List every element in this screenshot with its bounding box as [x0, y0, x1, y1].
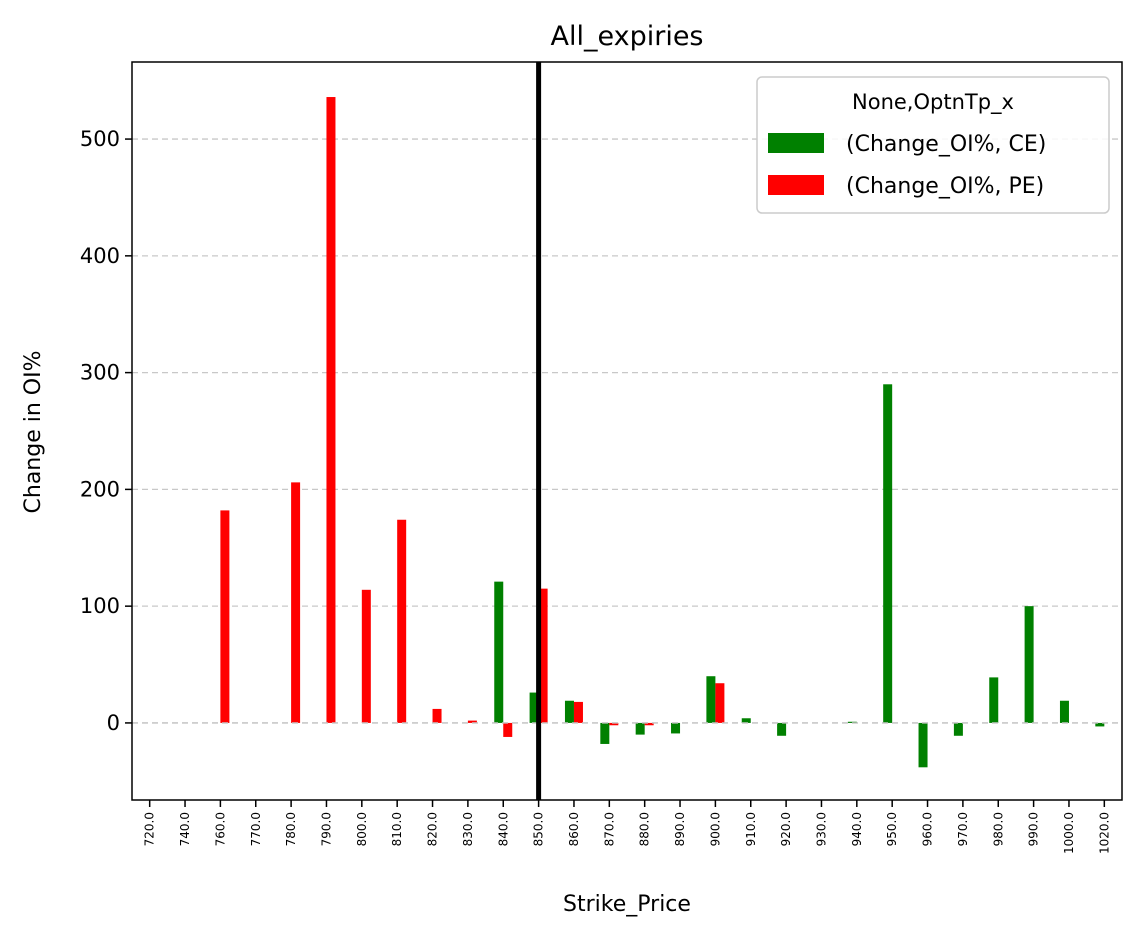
- chart-title: All_expiries: [550, 21, 703, 52]
- legend-label-ce: (Change_OI%, CE): [846, 132, 1046, 157]
- bar-pe: [715, 683, 725, 723]
- x-tick-label: 900.0: [708, 812, 722, 846]
- bar-pe: [538, 588, 548, 723]
- bar-pe: [644, 722, 654, 726]
- x-tick-label: 980.0: [991, 812, 1005, 846]
- bar-pe: [609, 722, 619, 726]
- x-tick-label: 790.0: [319, 812, 333, 846]
- x-tick-label: 860.0: [567, 812, 581, 846]
- bar-pe: [291, 482, 301, 723]
- legend: None,OptnTp_x (Change_OI%, CE) (Change_O…: [756, 76, 1110, 214]
- x-tick-label: 1020.0: [1097, 812, 1111, 854]
- x-tick-label: 810.0: [390, 812, 404, 846]
- x-tick-label: 840.0: [496, 812, 510, 846]
- bar-ce: [953, 722, 963, 736]
- x-tick-label: 880.0: [638, 812, 652, 846]
- x-tick-label: 890.0: [673, 812, 687, 846]
- bar-pe: [326, 97, 336, 723]
- legend-swatch-pe: [768, 175, 824, 195]
- x-tick-label: 990.0: [1027, 812, 1041, 846]
- x-tick-label: 950.0: [885, 812, 899, 846]
- bars: [132, 97, 1122, 768]
- x-tick-label: 720.0: [143, 812, 157, 846]
- bar-pe: [220, 510, 230, 723]
- x-tick-label: 740.0: [178, 812, 192, 846]
- y-tick-label: 0: [107, 711, 120, 735]
- bar-ce: [529, 692, 539, 723]
- bar-ce: [1095, 722, 1105, 727]
- x-tick-label: 820.0: [426, 812, 440, 846]
- bar-pe: [361, 589, 371, 723]
- bar-ce: [564, 700, 574, 723]
- x-tick-label: 910.0: [744, 812, 758, 846]
- bar-ce: [494, 581, 504, 723]
- grid-lines: [132, 138, 1122, 724]
- y-tick-label: 300: [80, 361, 120, 385]
- bar-ce: [741, 718, 751, 723]
- x-tick-label: 1000.0: [1062, 812, 1076, 854]
- x-tick-label: 920.0: [779, 812, 793, 846]
- x-tick-label: 970.0: [956, 812, 970, 846]
- x-tick-label: 760.0: [213, 812, 227, 846]
- bar-ce: [777, 722, 787, 736]
- x-tick-label: 800.0: [355, 812, 369, 846]
- x-tick-label: 940.0: [850, 812, 864, 846]
- bar-pe: [573, 701, 583, 723]
- legend-swatch-ce: [768, 133, 824, 153]
- y-axis-title: Change in OI%: [21, 351, 46, 514]
- legend-box: [756, 76, 1110, 214]
- legend-title: None,OptnTp_x: [852, 90, 1014, 115]
- bar-ce: [671, 722, 681, 734]
- bar-ce: [918, 722, 928, 768]
- y-tick-label: 200: [80, 477, 120, 501]
- x-tick-label: 780.0: [284, 812, 298, 846]
- bar-pe: [467, 720, 477, 723]
- bar-pe: [503, 722, 513, 737]
- x-tick-label: 870.0: [602, 812, 616, 846]
- x-tick-label: 830.0: [461, 812, 475, 846]
- bar-ce: [989, 677, 999, 723]
- x-tick-label: 850.0: [532, 812, 546, 846]
- x-tick-label: 960.0: [921, 812, 935, 846]
- plot-frame: [131, 61, 1123, 801]
- bar-ce: [706, 676, 716, 723]
- bar-pe: [432, 708, 442, 723]
- bar-ce: [1059, 700, 1069, 723]
- bar-ce: [635, 722, 645, 735]
- legend-label-pe: (Change_OI%, PE): [846, 174, 1044, 199]
- bar-ce: [883, 384, 893, 723]
- y-axis: 0 100 200 300 400 500: [80, 127, 132, 735]
- y-tick-label: 400: [80, 244, 120, 268]
- x-tick-label: 930.0: [814, 812, 828, 846]
- x-axis-title: Strike_Price: [563, 892, 691, 917]
- x-tick-label: 770.0: [249, 812, 263, 846]
- bar-pe: [397, 519, 407, 723]
- y-tick-label: 100: [80, 594, 120, 618]
- y-tick-label: 500: [80, 127, 120, 151]
- bar-ce: [600, 722, 610, 744]
- x-axis: 720.0 740.0 760.0 770.0 780.0 790.0 800.0 810.0…: [143, 800, 1111, 854]
- bar-ce: [1024, 606, 1034, 723]
